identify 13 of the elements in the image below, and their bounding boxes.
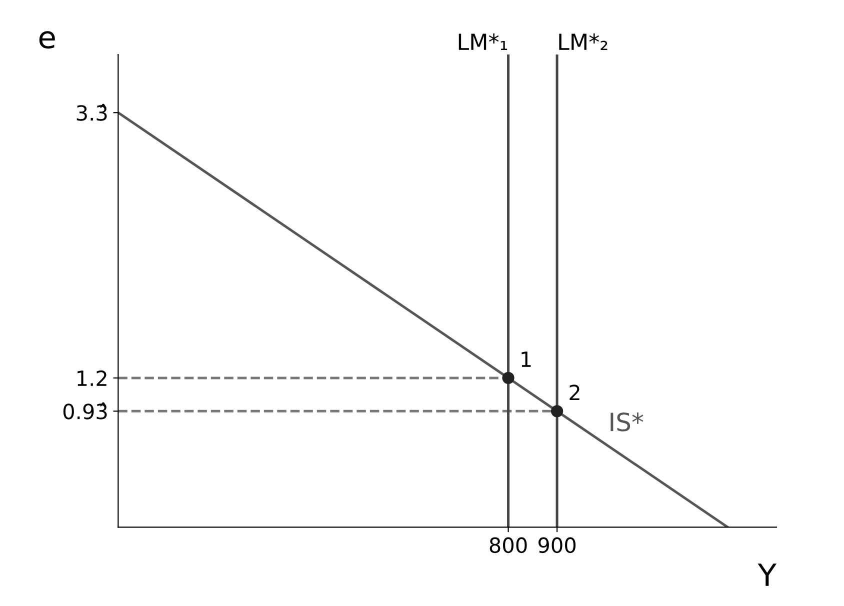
x-tick-label: 800: [490, 537, 527, 554]
y-tick-label: 3.3̂: [76, 104, 107, 121]
ref-line-label: LM*₂: [559, 33, 608, 50]
x-tick-label: 900: [538, 537, 576, 554]
annotation: 1: [522, 352, 531, 367]
y-tick-label: 0.93̂: [63, 402, 107, 420]
y-tick-label: 1.2: [78, 370, 106, 386]
x-axis-title: Y: [758, 564, 777, 586]
series-label: IS*: [610, 412, 644, 432]
y-axis-title: e: [39, 31, 55, 49]
annotation: 2: [570, 384, 580, 400]
line-series: [118, 111, 729, 528]
ref-line-label: LM*₁: [458, 33, 508, 50]
